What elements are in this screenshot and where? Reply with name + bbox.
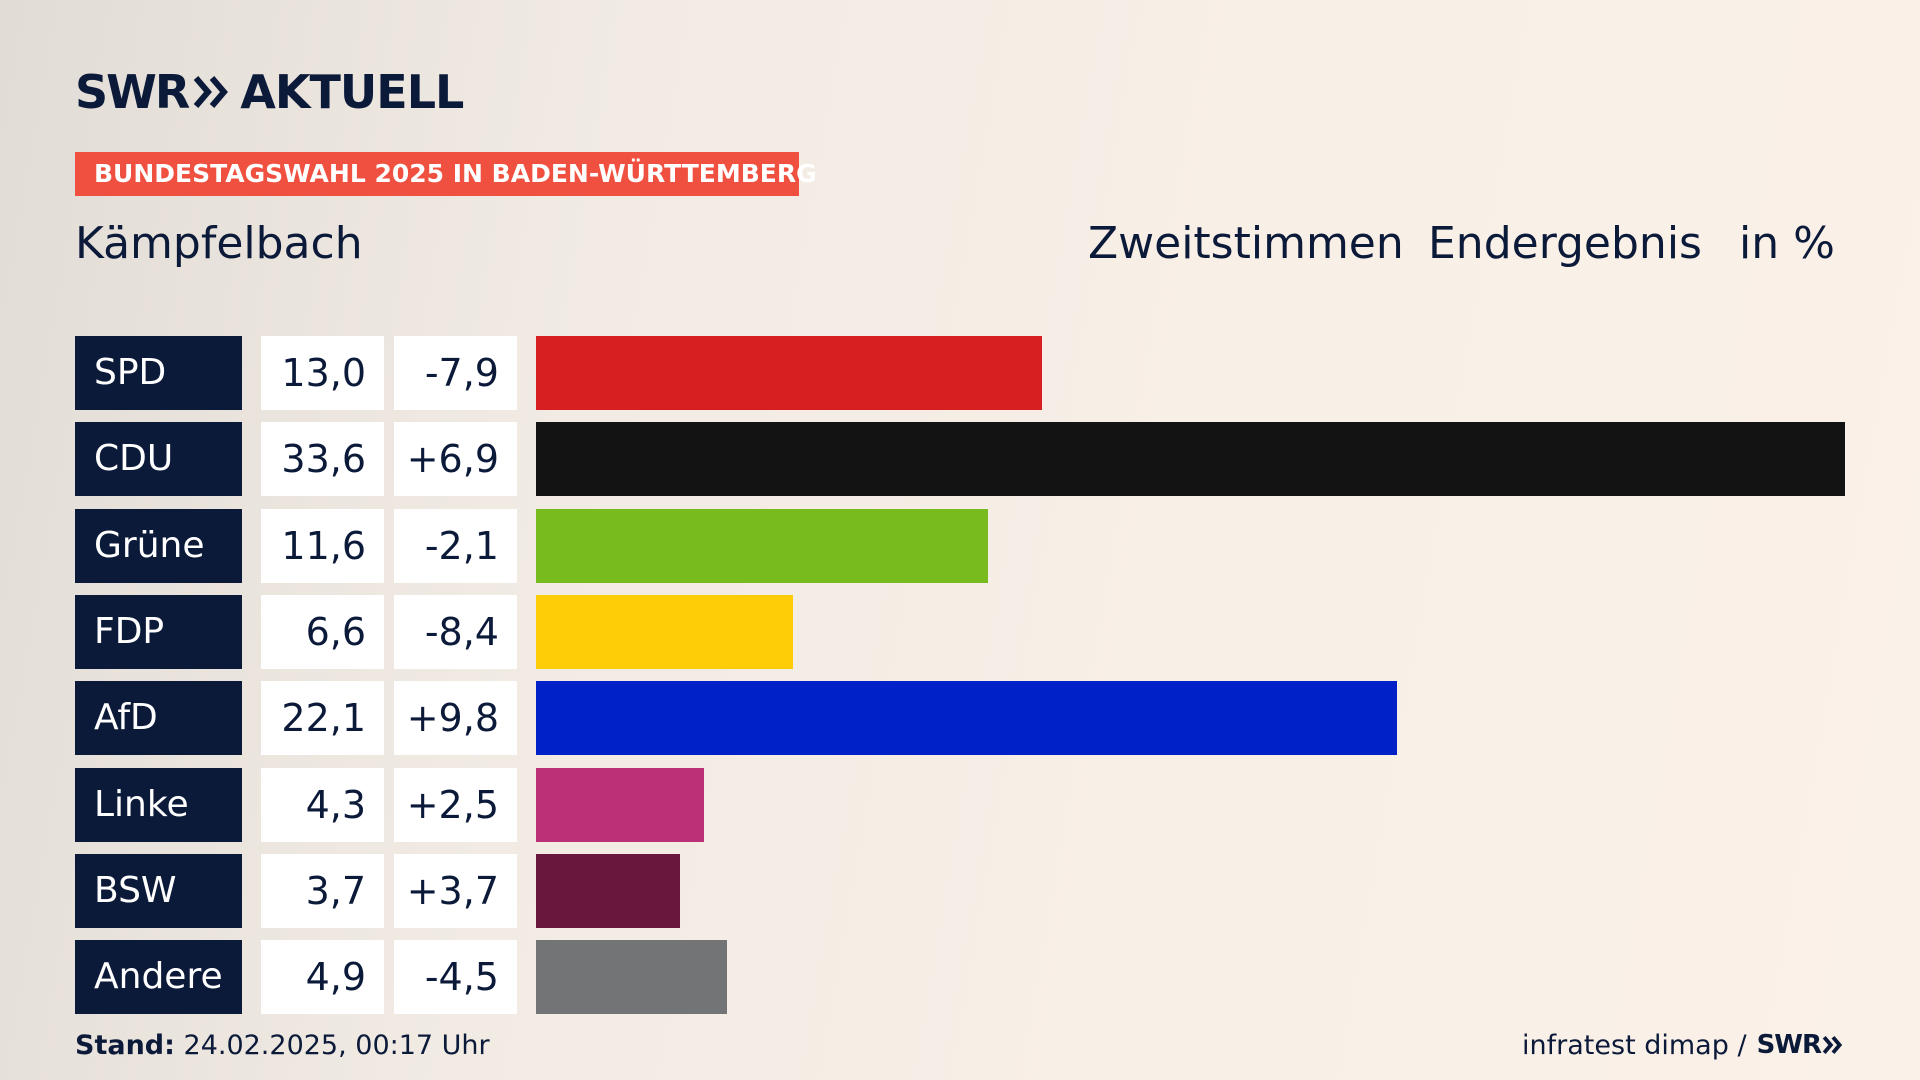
vote-change-label: -4,5 xyxy=(394,940,517,1015)
vote-change-label: -8,4 xyxy=(394,594,517,669)
result-bar xyxy=(536,594,793,669)
place-title: Kämpfelbach xyxy=(75,218,363,269)
stand-value: 24.02.2025, 00:17 Uhr xyxy=(183,1030,490,1061)
result-bar xyxy=(536,508,988,583)
vote-share-label: 33,6 xyxy=(261,422,384,497)
vote-share-label: 6,6 xyxy=(261,594,384,669)
source-brand: SWR xyxy=(1756,1030,1822,1060)
result-bar xyxy=(536,853,680,928)
result-bar xyxy=(536,336,1042,410)
double-chevron-icon xyxy=(1822,1036,1843,1054)
source-credit: infratest dimap / SWR xyxy=(1522,1028,1844,1062)
vote-change-label: +2,5 xyxy=(394,767,517,842)
vote-share-label: 4,3 xyxy=(261,767,384,842)
result-row: Andere 4,9 -4,5 xyxy=(75,940,1845,1015)
result-row: FDP 6,6 -8,4 xyxy=(75,594,1845,669)
party-label: BSW xyxy=(75,853,242,928)
result-bar xyxy=(536,767,704,842)
vote-share-label: 4,9 xyxy=(261,940,384,1015)
party-label: SPD xyxy=(75,336,242,410)
timestamp: Stand: 24.02.2025, 00:17 Uhr xyxy=(75,1030,490,1061)
vote-change-label: +6,9 xyxy=(394,422,517,497)
party-label: FDP xyxy=(75,594,242,669)
result-status-label: Endergebnis xyxy=(1428,218,1702,269)
vote-change-label: -2,1 xyxy=(394,508,517,583)
vote-type-label: Zweitstimmen xyxy=(1088,218,1404,269)
election-tag: BUNDESTAGSWAHL 2025 IN BADEN-WÜRTTEMBERG xyxy=(75,152,817,196)
logo-product: AKTUELL xyxy=(240,65,464,119)
swr-aktuell-logo: SWR AKTUELL xyxy=(75,65,464,119)
result-row: BSW 3,7 +3,7 xyxy=(75,853,1845,928)
result-bar xyxy=(536,681,1397,756)
party-label: CDU xyxy=(75,422,242,497)
result-row: Grüne 11,6 -2,1 xyxy=(75,508,1845,583)
stand-label: Stand: xyxy=(75,1030,175,1061)
result-row: SPD 13,0 -7,9 xyxy=(75,336,1845,410)
double-chevron-icon xyxy=(194,76,229,108)
result-row: Linke 4,3 +2,5 xyxy=(75,767,1845,842)
unit-label: in % xyxy=(1739,218,1835,269)
result-bar xyxy=(536,422,1845,497)
result-bar xyxy=(536,940,727,1015)
vote-change-label: +3,7 xyxy=(394,853,517,928)
vote-share-label: 22,1 xyxy=(261,681,384,756)
vote-share-label: 13,0 xyxy=(261,336,384,410)
source-label: infratest dimap / xyxy=(1522,1029,1747,1061)
vote-share-label: 11,6 xyxy=(261,508,384,583)
party-label: Andere xyxy=(75,940,242,1015)
vote-change-label: +9,8 xyxy=(394,681,517,756)
vote-share-label: 3,7 xyxy=(261,853,384,928)
logo-brand: SWR xyxy=(75,65,190,119)
party-label: AfD xyxy=(75,681,242,756)
result-row: AfD 22,1 +9,8 xyxy=(75,681,1845,756)
vote-change-label: -7,9 xyxy=(394,336,517,410)
party-label: Linke xyxy=(75,767,242,842)
party-label: Grüne xyxy=(75,508,242,583)
result-row: CDU 33,6 +6,9 xyxy=(75,422,1845,497)
